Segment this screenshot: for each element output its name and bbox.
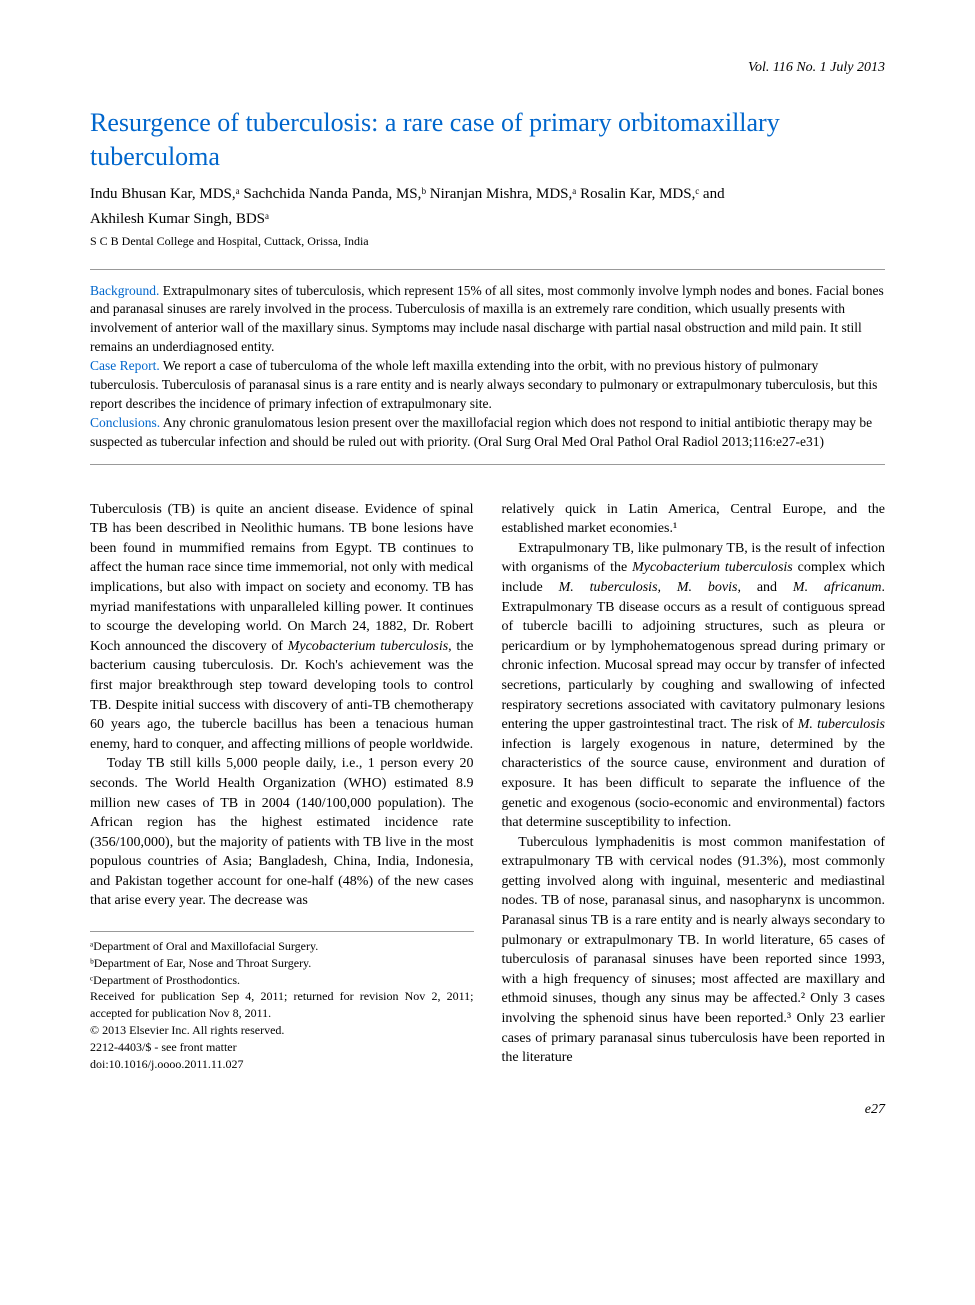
body-two-column: Tuberculosis (TB) is quite an ancient di… [90, 500, 885, 1073]
conclusions-text: Any chronic granulomatous lesion present… [90, 415, 872, 449]
footnote-c: ᶜDepartment of Prosthodontics. [90, 972, 474, 989]
footnote-doi: doi:10.1016/j.oooo.2011.11.027 [90, 1056, 474, 1073]
affiliation: S C B Dental College and Hospital, Cutta… [90, 234, 885, 249]
body-para-3: relatively quick in Latin America, Centr… [502, 500, 886, 539]
authors-line-2: Akhilesh Kumar Singh, BDSᵃ [90, 209, 885, 230]
footnotes-block: ᵃDepartment of Oral and Maxillofacial Su… [90, 931, 474, 1072]
authors-line-1: Indu Bhusan Kar, MDS,ᵃ Sachchida Nanda P… [90, 184, 885, 205]
body-para-2: Today TB still kills 5,000 people daily,… [90, 754, 474, 911]
footnote-a: ᵃDepartment of Oral and Maxillofacial Su… [90, 938, 474, 955]
footnote-received: Received for publication Sep 4, 2011; re… [90, 988, 474, 1022]
case-report-label: Case Report. [90, 358, 160, 373]
background-label: Background. [90, 283, 159, 298]
footnote-issn: 2212-4403/$ - see front matter [90, 1039, 474, 1056]
article-title: Resurgence of tuberculosis: a rare case … [90, 106, 885, 174]
body-para-1: Tuberculosis (TB) is quite an ancient di… [90, 500, 474, 755]
case-report-text: We report a case of tuberculoma of the w… [90, 358, 877, 411]
conclusions-label: Conclusions. [90, 415, 160, 430]
footnote-copyright: © 2013 Elsevier Inc. All rights reserved… [90, 1022, 474, 1039]
page-number: e27 [90, 1102, 885, 1118]
background-text: Extrapulmonary sites of tuberculosis, wh… [90, 283, 884, 355]
body-para-5: Tuberculous lymphadenitis is most common… [502, 833, 886, 1068]
header-volume-info: Vol. 116 No. 1 July 2013 [90, 60, 885, 76]
footnote-b: ᵇDepartment of Ear, Nose and Throat Surg… [90, 955, 474, 972]
left-column: Tuberculosis (TB) is quite an ancient di… [90, 500, 474, 1073]
body-para-4: Extrapulmonary TB, like pulmonary TB, is… [502, 539, 886, 833]
right-column: relatively quick in Latin America, Centr… [502, 500, 886, 1073]
abstract-block: Background. Extrapulmonary sites of tube… [90, 269, 885, 465]
